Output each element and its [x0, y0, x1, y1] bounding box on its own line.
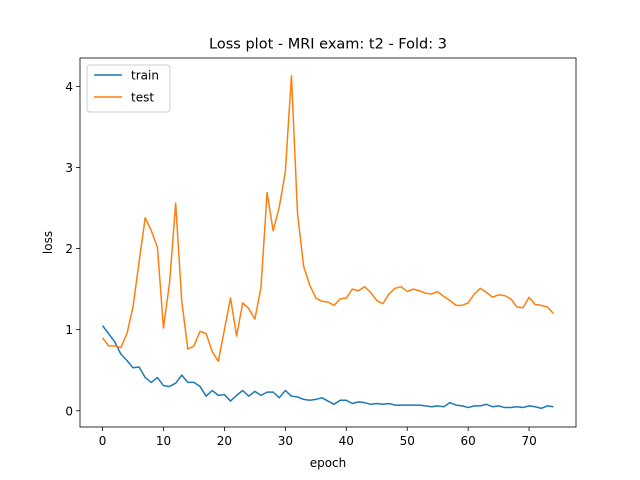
y-axis: 0 1 2 3 4 — [65, 80, 80, 418]
y-tick-label: 1 — [65, 323, 73, 337]
x-tick-label: 50 — [400, 434, 415, 448]
y-tick-label: 3 — [65, 161, 73, 175]
y-axis-label: loss — [41, 231, 55, 254]
chart-title: Loss plot - MRI exam: t2 - Fold: 3 — [209, 37, 447, 53]
legend: train test — [86, 64, 171, 113]
x-axis: 0 10 20 30 40 50 60 70 — [99, 427, 537, 448]
y-tick-label: 0 — [65, 404, 73, 418]
x-tick-label: 30 — [278, 434, 293, 448]
legend-box — [86, 64, 171, 113]
series-lines — [101, 75, 554, 410]
y-tick-label: 2 — [65, 242, 73, 256]
x-axis-label: epoch — [310, 456, 347, 470]
plot-frame — [79, 57, 577, 428]
series-line-test — [101, 75, 554, 363]
legend-label-train: train — [131, 69, 159, 83]
x-tick-label: 40 — [339, 434, 354, 448]
y-tick-label: 4 — [65, 80, 73, 94]
x-tick-label: 0 — [99, 434, 107, 448]
x-tick-label: 60 — [461, 434, 476, 448]
x-tick-label: 10 — [156, 434, 171, 448]
x-tick-label: 70 — [521, 434, 536, 448]
x-tick-label: 20 — [217, 434, 232, 448]
legend-label-test: test — [131, 91, 154, 105]
series-line-train — [101, 325, 554, 410]
